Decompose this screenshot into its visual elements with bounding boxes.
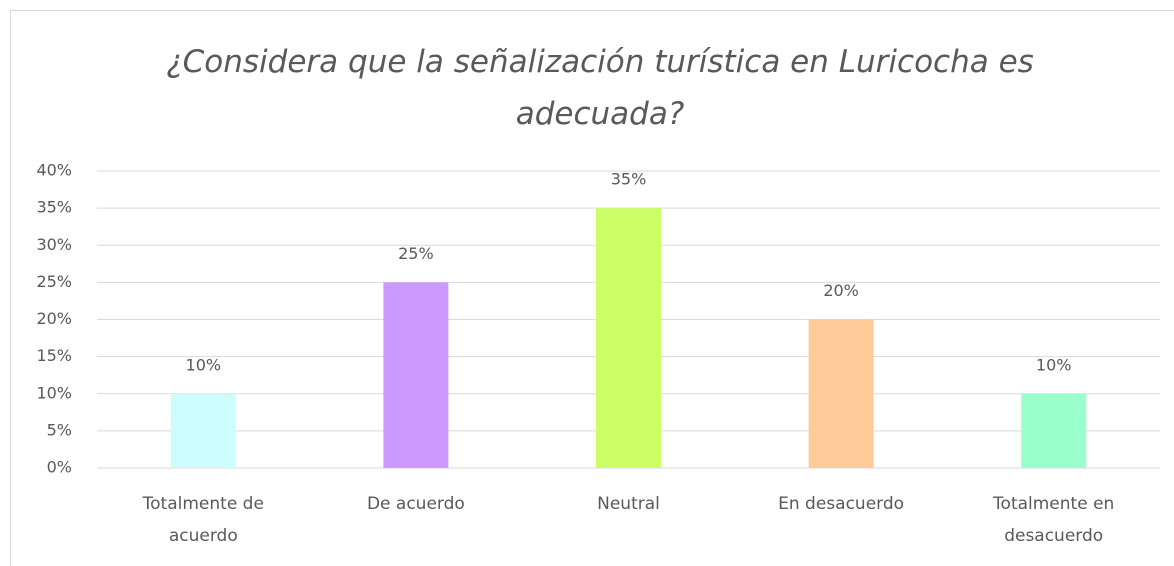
y-tick-label: 25% bbox=[36, 272, 72, 291]
x-tick-label: Totalmente de acuerdo bbox=[142, 494, 264, 546]
value-label: 25% bbox=[398, 244, 434, 263]
bar bbox=[596, 208, 661, 468]
y-tick-label: 30% bbox=[36, 235, 72, 254]
x-tick-label: Totalmente en desacuerdo bbox=[993, 494, 1115, 546]
bar bbox=[1021, 393, 1087, 468]
x-tick-label: De acuerdo bbox=[366, 494, 465, 514]
value-label: 35% bbox=[611, 170, 647, 189]
chart-title: ¿Considera que la señalización turística… bbox=[166, 44, 1034, 132]
y-tick-label: 20% bbox=[36, 309, 72, 328]
bar bbox=[808, 319, 874, 468]
y-tick-label: 15% bbox=[36, 346, 72, 365]
y-tick-label: 0% bbox=[47, 458, 72, 477]
y-tick-label: 10% bbox=[36, 383, 72, 402]
value-label: 10% bbox=[186, 355, 222, 374]
y-tick-label: 5% bbox=[47, 420, 72, 439]
y-tick-label: 40% bbox=[36, 161, 72, 180]
x-tick-label: Neutral bbox=[597, 494, 660, 514]
x-tick-label: En desacuerdo bbox=[778, 494, 905, 514]
chart-frame bbox=[10, 10, 1174, 566]
y-tick-label: 35% bbox=[36, 198, 72, 217]
value-label: 10% bbox=[1036, 355, 1072, 374]
value-label: 20% bbox=[823, 281, 859, 300]
bar bbox=[383, 282, 449, 468]
bar bbox=[170, 393, 236, 468]
